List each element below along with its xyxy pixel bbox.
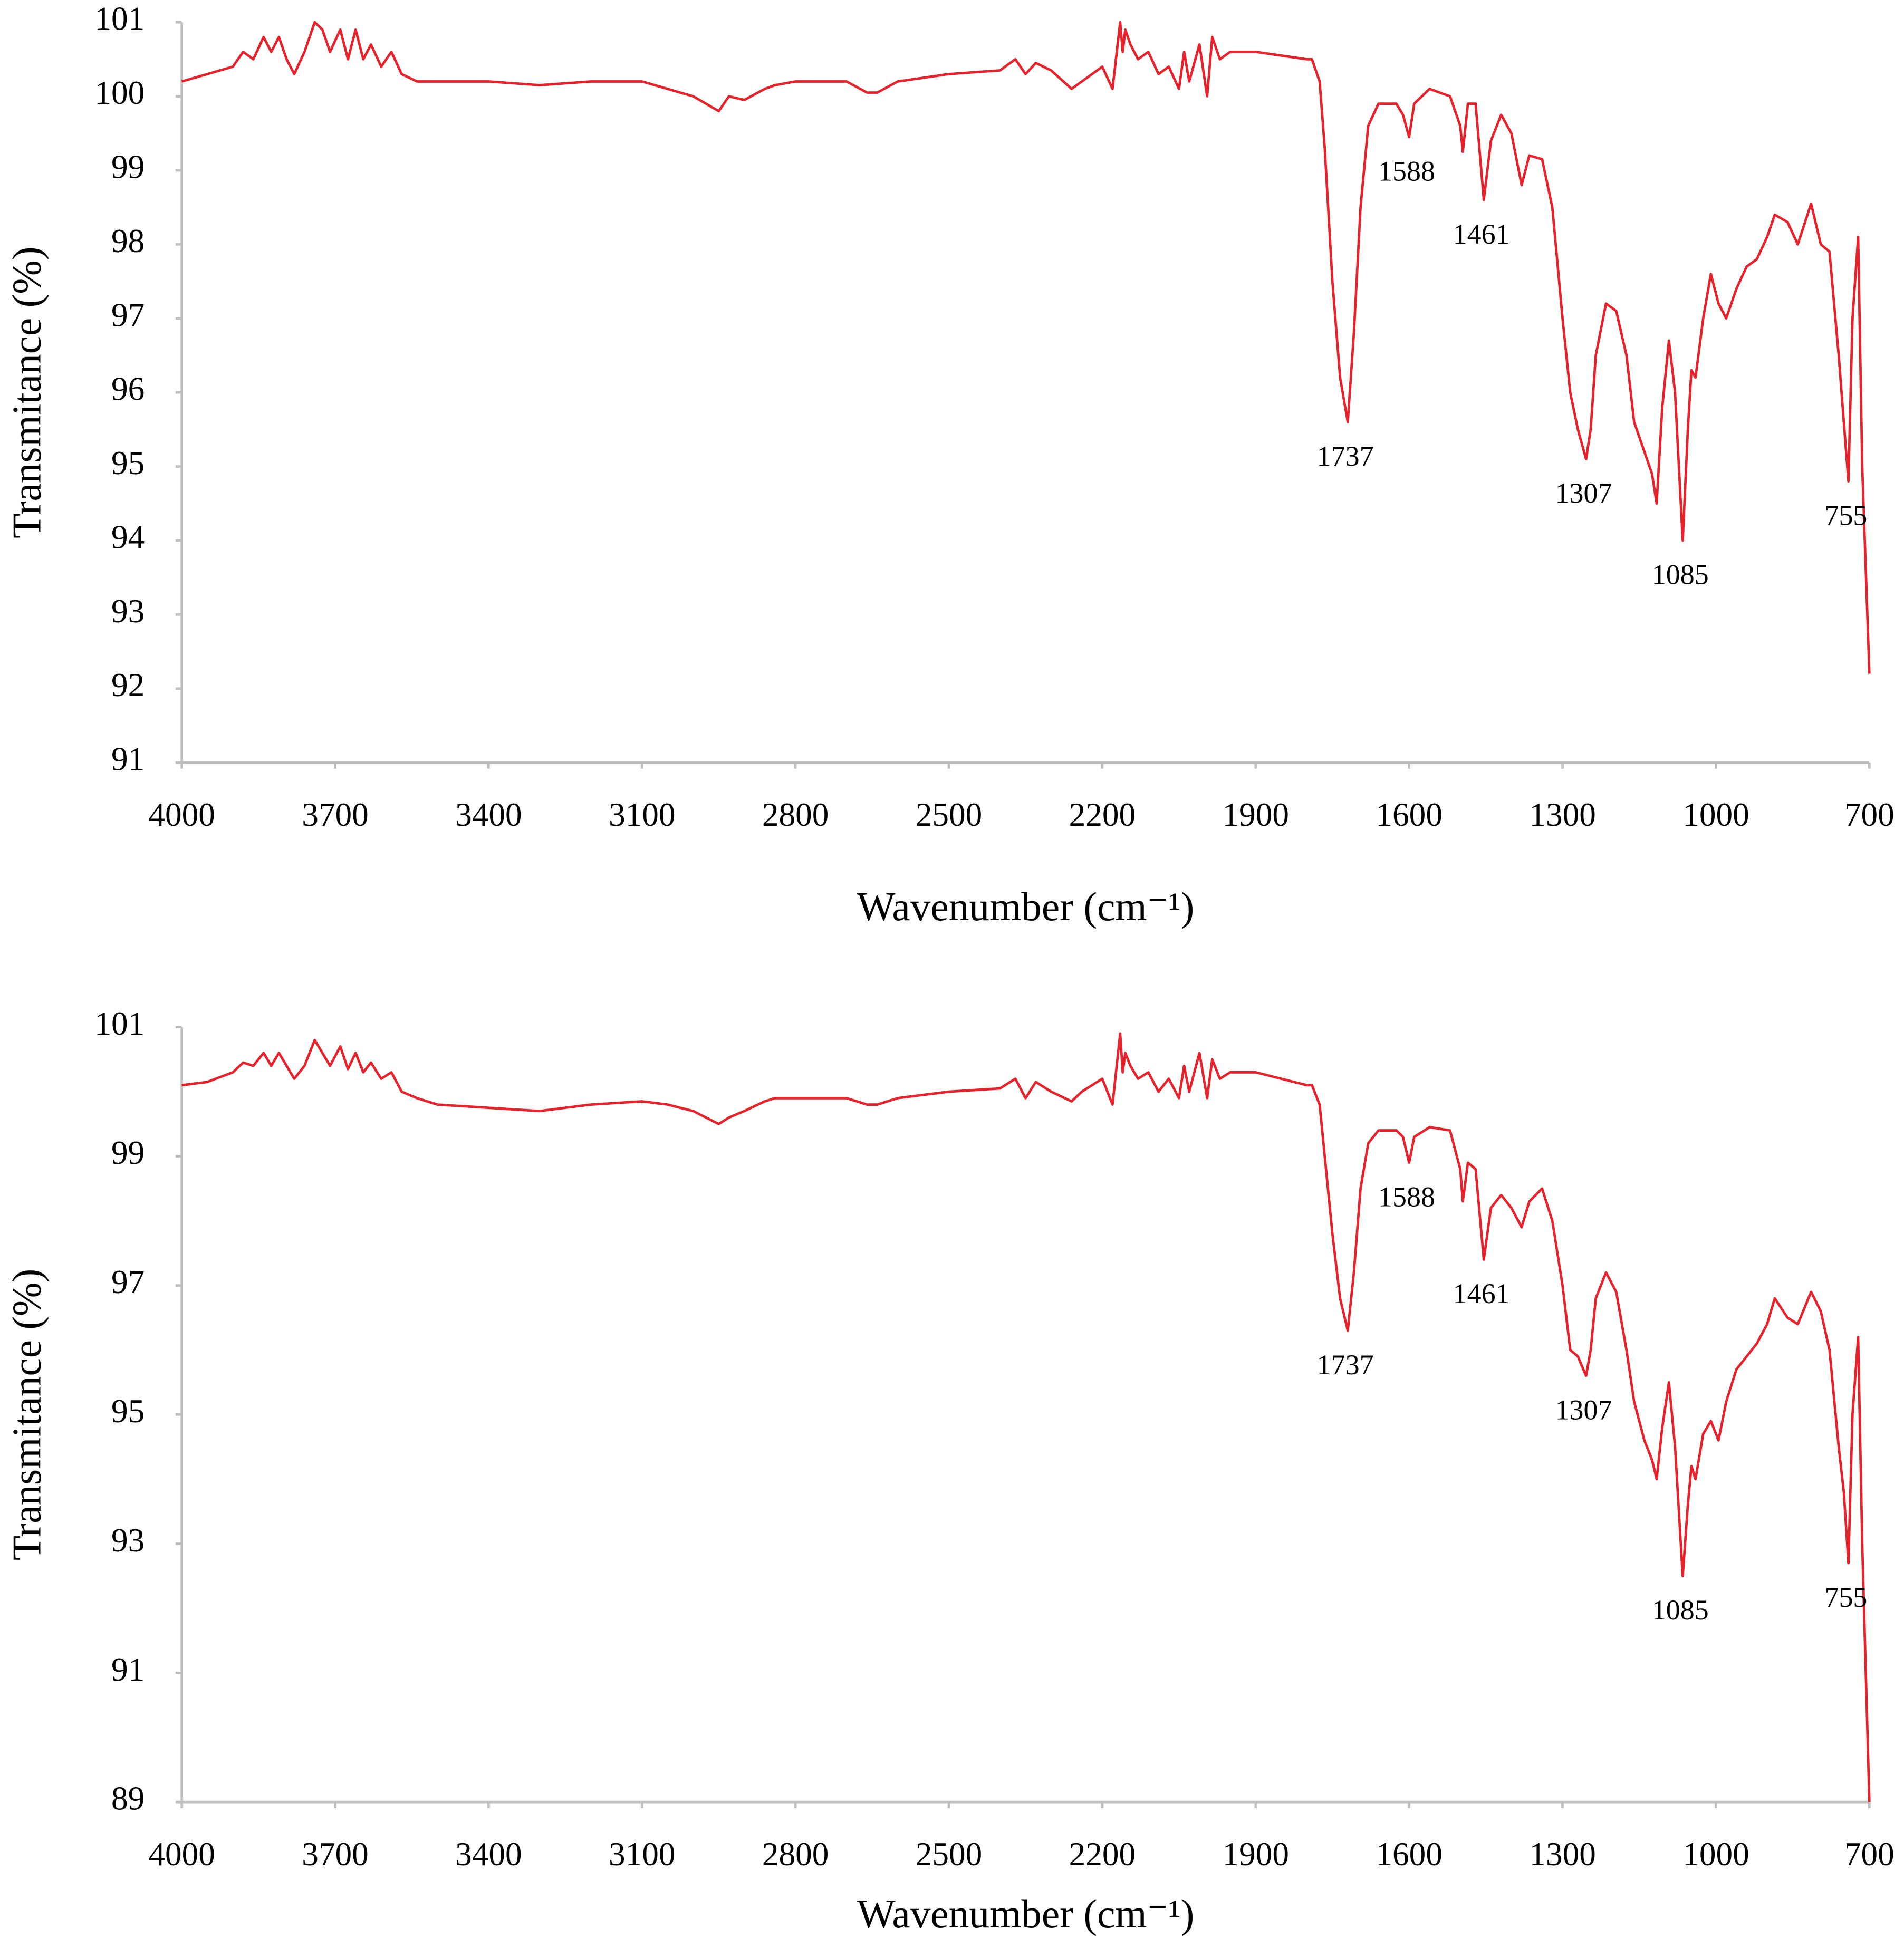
x-tick-label: 2200 <box>1069 1836 1136 1873</box>
peak-label: 1588 <box>1378 1181 1435 1213</box>
y-tick-label: 96 <box>111 371 145 408</box>
y-tick-label: 95 <box>111 445 145 481</box>
y-tick-label: 97 <box>111 1264 145 1300</box>
y-tick-label: 91 <box>111 741 145 778</box>
y-tick-label: 92 <box>111 667 145 703</box>
y-tick-label: 95 <box>111 1393 145 1430</box>
spectrum-line <box>181 1032 1871 1802</box>
y-tick-label: 93 <box>111 1522 145 1559</box>
peak-label: 1307 <box>1555 1394 1612 1426</box>
x-axis-title: Wavenumber (cm⁻¹) <box>857 1891 1195 1936</box>
x-tick-label: 700 <box>1844 1836 1895 1873</box>
y-tick-label: 94 <box>111 518 145 555</box>
y-tick-label: 100 <box>94 74 145 111</box>
x-tick-label: 1000 <box>1682 1836 1749 1873</box>
x-tick-label: 1300 <box>1529 1836 1596 1873</box>
x-tick-label: 1900 <box>1223 1836 1290 1873</box>
y-axis-title: Transmitance (%) <box>4 1269 49 1560</box>
peak-label: 1461 <box>1453 218 1510 250</box>
peak-label: 755 <box>1824 499 1867 531</box>
peak-label: 1461 <box>1453 1278 1510 1309</box>
y-tick-label: 101 <box>94 1005 145 1042</box>
x-tick-label: 1600 <box>1376 1836 1443 1873</box>
peak-label: 1737 <box>1317 1349 1374 1381</box>
x-tick-label: 2500 <box>916 1836 983 1873</box>
y-tick-label: 97 <box>111 296 145 333</box>
x-tick-label: 2800 <box>762 1836 829 1873</box>
x-tick-label: 3700 <box>302 1836 369 1873</box>
x-tick-label: 3100 <box>609 796 676 833</box>
x-tick-label: 1900 <box>1223 796 1290 833</box>
y-tick-label: 98 <box>111 223 145 259</box>
y-tick-label: 99 <box>111 1134 145 1171</box>
y-tick-label: 89 <box>111 1780 145 1817</box>
peak-label: 1588 <box>1378 155 1435 187</box>
x-tick-label: 3400 <box>455 796 522 833</box>
spectrum-line <box>181 21 1871 674</box>
x-axis-title: Wavenumber (cm⁻¹) <box>857 884 1195 929</box>
x-tick-label: 4000 <box>148 796 215 833</box>
x-tick-label: 2200 <box>1069 796 1136 833</box>
x-tick-label: 2500 <box>916 796 983 833</box>
x-tick-label: 2800 <box>762 796 829 833</box>
x-tick-label: 1000 <box>1682 796 1749 833</box>
peak-label: 755 <box>1824 1582 1867 1613</box>
x-tick-label: 1600 <box>1376 796 1443 833</box>
y-tick-label: 93 <box>111 593 145 630</box>
peak-label: 1307 <box>1555 477 1612 509</box>
x-tick-label: 1300 <box>1529 796 1596 833</box>
x-tick-label: 700 <box>1844 796 1895 833</box>
x-tick-label: 3400 <box>455 1836 522 1873</box>
y-tick-label: 101 <box>94 1 145 37</box>
y-axis-title: Transmitance (%) <box>4 246 49 538</box>
x-tick-label: 3100 <box>609 1836 676 1873</box>
peak-label: 1737 <box>1317 440 1374 472</box>
peak-label: 1085 <box>1652 559 1709 591</box>
x-tick-label: 4000 <box>148 1836 215 1873</box>
y-tick-label: 91 <box>111 1651 145 1688</box>
x-tick-label: 3700 <box>302 796 369 833</box>
peak-label: 1085 <box>1652 1594 1709 1626</box>
y-tick-label: 99 <box>111 148 145 185</box>
